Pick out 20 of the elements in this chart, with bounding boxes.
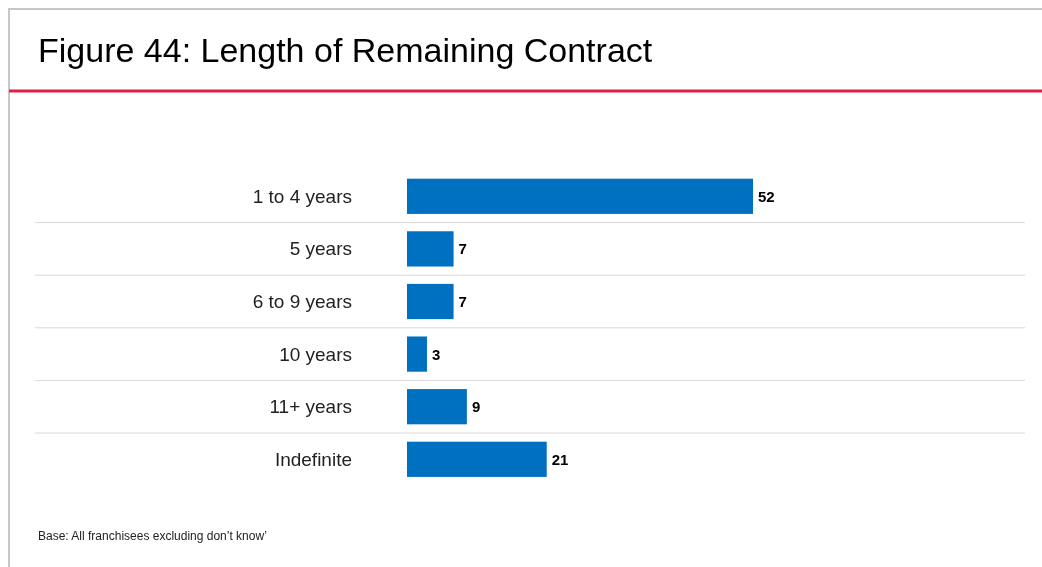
bar	[407, 389, 467, 425]
y-tick-label: Indefinite	[274, 448, 352, 470]
text: Base: All franchisees excluding don’t know’	[38, 529, 267, 543]
data-label: 7	[458, 293, 467, 310]
bar	[407, 178, 753, 214]
y-tick-label: 6 to 9 years	[252, 291, 352, 312]
y-tick-label: 11+ years	[269, 396, 352, 418]
data-label: 52	[758, 187, 775, 205]
data-label: 21	[551, 450, 569, 468]
chart-title: Figure 44: Length of Remaining Contract	[38, 31, 653, 69]
y-tick-label: 5 years	[289, 238, 352, 260]
bar	[407, 336, 427, 372]
y-tick-label: 10 years	[279, 343, 352, 365]
bar	[407, 231, 454, 267]
bar	[407, 283, 454, 320]
y-tick-label: 1 to 4 years	[252, 185, 352, 207]
data-label: 7	[458, 240, 467, 258]
bar	[407, 441, 547, 477]
data-label: 3	[431, 345, 441, 363]
data-label: 9	[471, 398, 481, 416]
